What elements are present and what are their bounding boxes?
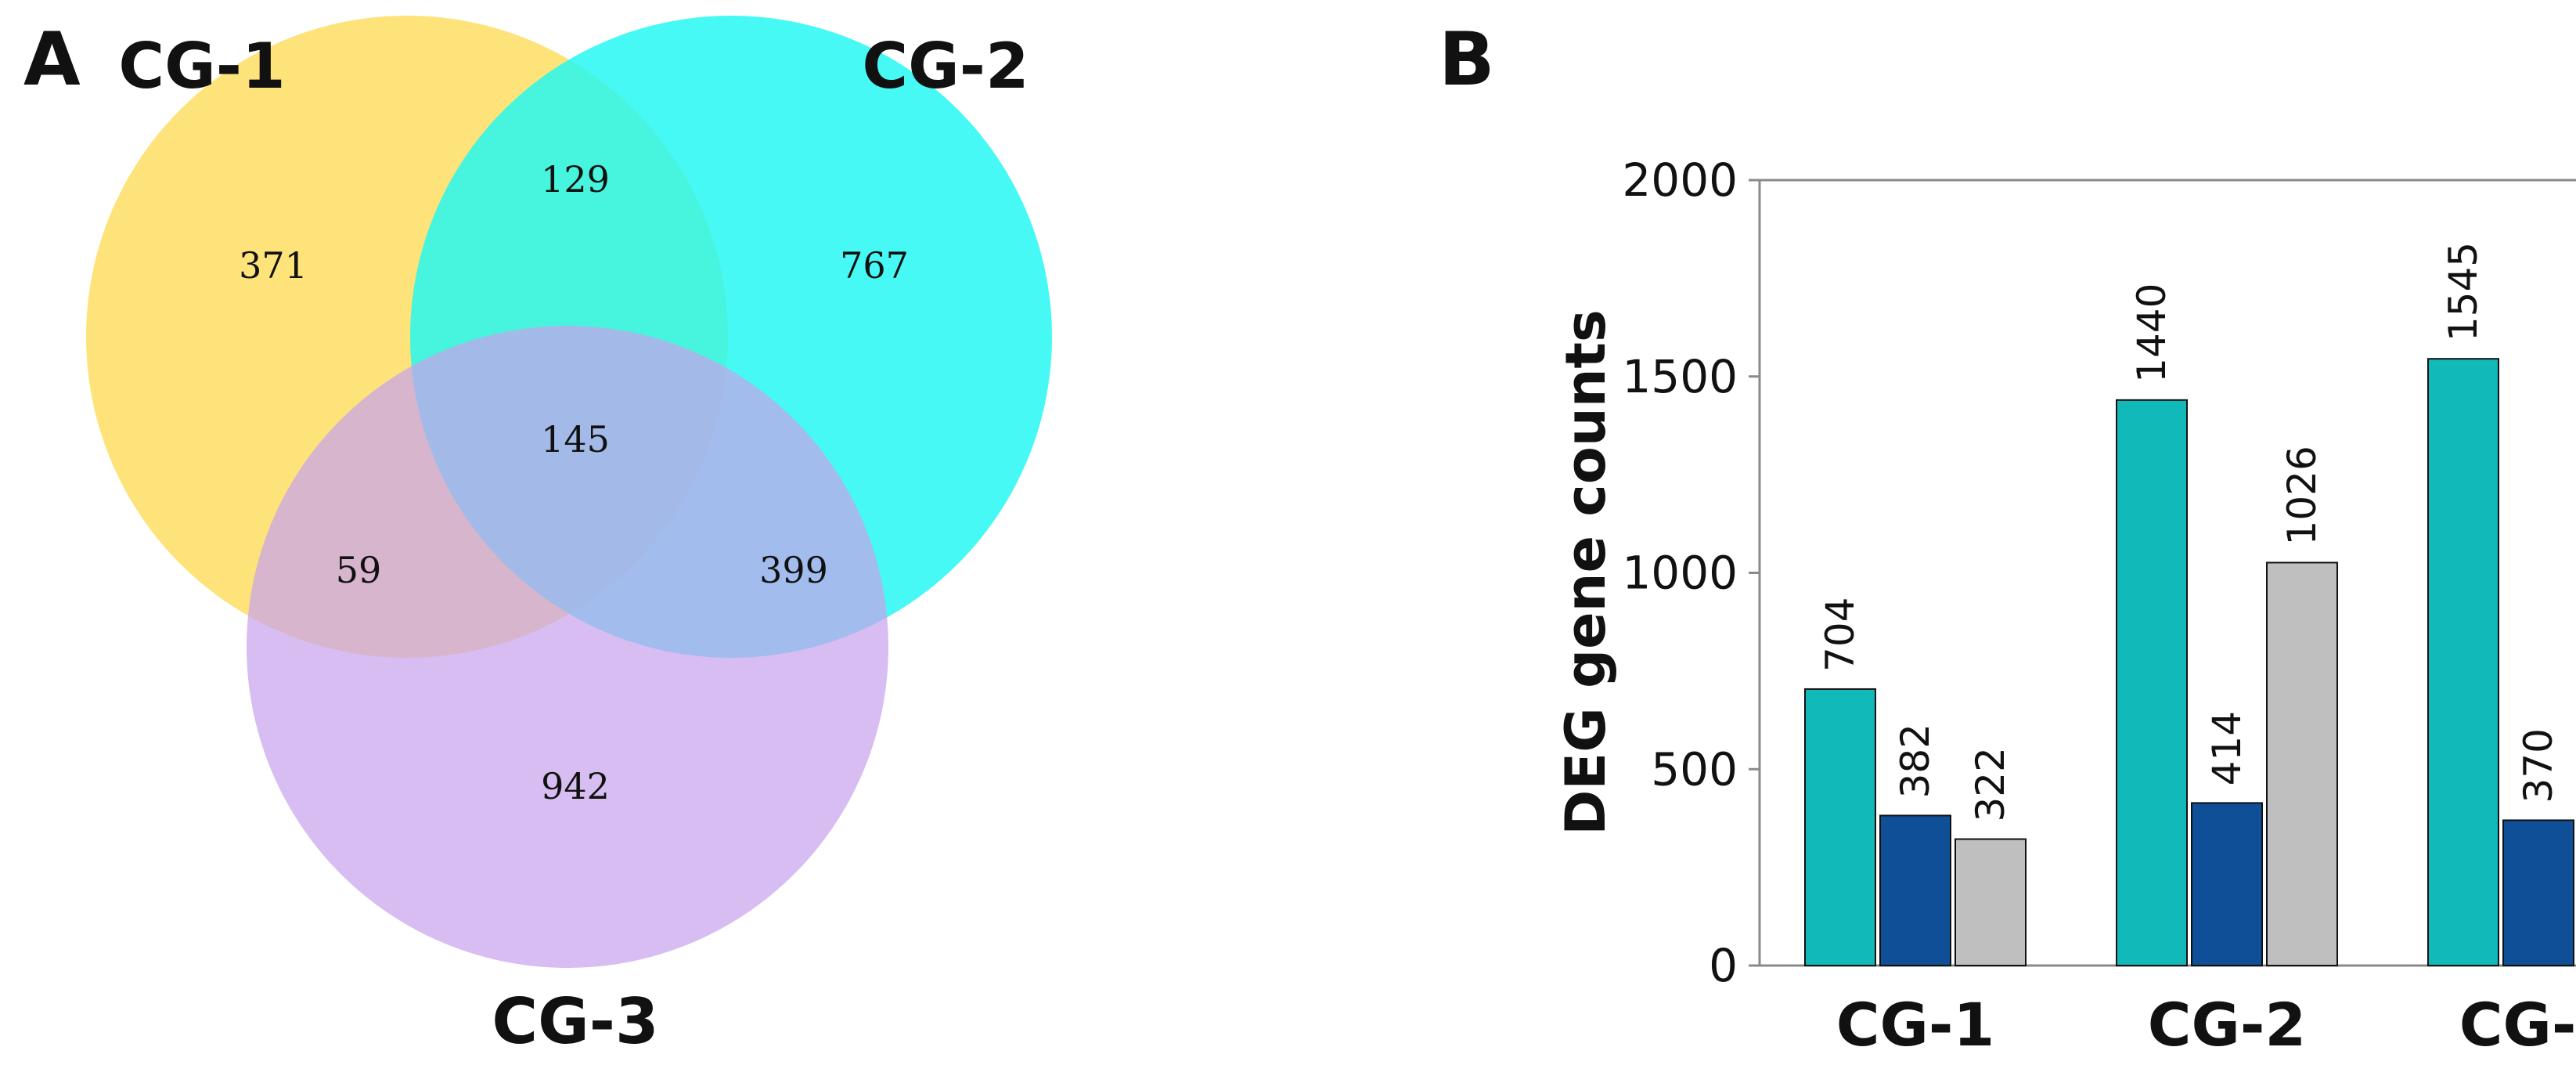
venn-label-cg-3: CG-3 bbox=[492, 985, 658, 1058]
category-label-cg-2: CG-2 bbox=[2148, 990, 2307, 1060]
bar-down-cg-1 bbox=[1955, 838, 2027, 966]
venn-count-cg2-cg3: 399 bbox=[759, 549, 828, 591]
venn-count-cg2-only: 767 bbox=[840, 244, 909, 287]
data-label-all-cg-3: 1545 bbox=[2441, 242, 2486, 341]
y-tick-label: 0 bbox=[1709, 939, 1738, 992]
bar-up-cg-2 bbox=[2191, 802, 2263, 967]
data-label-down-cg-2: 1026 bbox=[2279, 446, 2325, 545]
y-axis: 0 500 1000 1500 2000 bbox=[1622, 153, 1760, 992]
y-tick-label: 1000 bbox=[1622, 547, 1738, 600]
bar-series bbox=[1804, 358, 2574, 967]
y-axis-title: DEG gene counts bbox=[1554, 309, 1618, 835]
venn-circle-cg-3 bbox=[247, 326, 888, 968]
y-tick-label: 500 bbox=[1651, 742, 1738, 796]
data-label-down-cg-1: 322 bbox=[1968, 747, 2013, 821]
category-label-cg-3: CG-3 bbox=[2459, 990, 2576, 1060]
data-label-up-cg-2: 414 bbox=[2204, 711, 2250, 785]
bar-all-cg-3 bbox=[2427, 358, 2499, 966]
venn-label-cg-1: CG-1 bbox=[118, 30, 285, 103]
category-label-cg-1: CG-1 bbox=[1836, 990, 1995, 1060]
bar-down-cg-2 bbox=[2266, 561, 2338, 966]
bar-data-labels: 7043823221440414102615453701175 bbox=[1818, 242, 2561, 822]
bar-chart: B 0 500 1000 1500 2000 DEG gene counts 704 38… bbox=[1439, 17, 2576, 1060]
venn-count-all-three: 145 bbox=[541, 418, 610, 460]
data-label-up-cg-1: 382 bbox=[1893, 724, 1938, 798]
venn-count-cg1-only: 371 bbox=[239, 244, 308, 287]
bar-all-cg-1 bbox=[1804, 688, 1876, 966]
panel-a-letter: A bbox=[23, 17, 81, 103]
bar-up-cg-1 bbox=[1879, 814, 1951, 966]
venn-label-cg-2: CG-2 bbox=[862, 30, 1029, 103]
venn-count-cg3-only: 942 bbox=[541, 765, 610, 807]
venn-count-cg1-cg3: 59 bbox=[336, 549, 382, 591]
data-label-up-cg-3: 370 bbox=[2516, 728, 2561, 803]
data-label-all-cg-2: 1440 bbox=[2129, 283, 2174, 383]
venn-diagram: A CG-1 CG-2 CG-3 371 767 129 145 59 399 … bbox=[23, 16, 1052, 1058]
data-label-all-cg-1: 704 bbox=[1818, 597, 1863, 672]
bar-up-cg-3 bbox=[2502, 819, 2574, 966]
y-tick-label: 1500 bbox=[1622, 350, 1738, 403]
bar-all-cg-2 bbox=[2116, 399, 2188, 966]
y-tick-label: 2000 bbox=[1622, 153, 1738, 207]
x-axis-categories: CG-1 CG-2 CG-3 bbox=[1836, 990, 2576, 1060]
venn-count-cg1-cg2: 129 bbox=[541, 158, 610, 200]
panel-b-letter: B bbox=[1439, 17, 1495, 103]
